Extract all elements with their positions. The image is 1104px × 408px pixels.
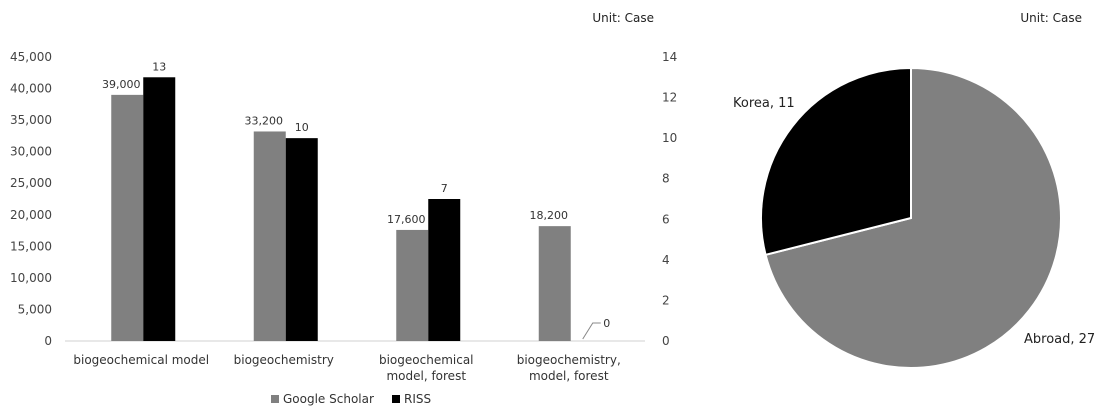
x-category-label: biogeochemical bbox=[379, 353, 474, 367]
y-left-tick-label: 45,000 bbox=[10, 50, 52, 64]
bar-riss bbox=[428, 199, 461, 341]
y-left-tick-label: 20,000 bbox=[10, 208, 52, 222]
y-right-tick-label: 14 bbox=[662, 50, 677, 64]
y-right-tick-label: 0 bbox=[662, 334, 670, 348]
data-label-google-scholar: 39,000 bbox=[102, 78, 141, 91]
pie-label-abroad: Abroad, 27 bbox=[1024, 332, 1095, 347]
y-right-tick-label: 4 bbox=[662, 253, 670, 267]
data-label-riss: 7 bbox=[441, 182, 448, 195]
pie-slice-abroad bbox=[764, 66, 1062, 369]
pie-slice-korea bbox=[760, 66, 912, 257]
x-category-label: biogeochemistry bbox=[234, 353, 334, 367]
data-label-google-scholar: 18,200 bbox=[530, 209, 569, 222]
bar-chart: Unit: Case 0 5,000 10,000 15,000 20,000 25,000… bbox=[10, 11, 677, 406]
legend-label-google-scholar: Google Scholar bbox=[283, 392, 374, 406]
x-category-label: model, forest bbox=[529, 369, 609, 383]
bar-unit-label: Unit: Case bbox=[592, 11, 654, 25]
legend-swatch-riss bbox=[392, 395, 400, 403]
bar-google-scholar bbox=[396, 229, 429, 341]
y-right-tick-label: 6 bbox=[662, 212, 670, 226]
x-category-label: biogeochemistry, bbox=[517, 353, 621, 367]
y-right-tick-label: 12 bbox=[662, 91, 677, 105]
pie-unit-label: Unit: Case bbox=[1020, 11, 1082, 25]
bar-riss bbox=[143, 77, 176, 342]
pie-label-korea: Korea, 11 bbox=[733, 96, 795, 111]
legend-label-riss: RISS bbox=[404, 392, 431, 406]
y-left-tick-label: 30,000 bbox=[10, 145, 52, 159]
bar-google-scholar bbox=[538, 226, 571, 341]
bar-riss bbox=[285, 138, 318, 341]
x-category-label: biogeochemical model bbox=[73, 353, 209, 367]
y-left-tick-label: 35,000 bbox=[10, 113, 52, 127]
data-label-google-scholar: 33,200 bbox=[245, 114, 284, 127]
data-label-riss: 0 bbox=[603, 317, 610, 330]
y-left-tick-label: 10,000 bbox=[10, 271, 52, 285]
y-left-tick-label: 40,000 bbox=[10, 82, 52, 96]
data-label-riss: 13 bbox=[152, 60, 166, 73]
data-label-riss: 10 bbox=[295, 121, 309, 134]
y-left-tick-label: 15,000 bbox=[10, 239, 52, 253]
y-right-tick-label: 8 bbox=[662, 172, 670, 186]
bar-google-scholar bbox=[253, 131, 286, 341]
y-left-tick-label: 25,000 bbox=[10, 176, 52, 190]
y-right-tick-label: 2 bbox=[662, 293, 670, 307]
data-label-leader-line bbox=[582, 322, 601, 340]
data-label-google-scholar: 17,600 bbox=[387, 213, 426, 226]
bar-google-scholar bbox=[111, 94, 144, 341]
x-category-label: model, forest bbox=[386, 369, 466, 383]
y-left-tick-label: 0 bbox=[44, 334, 52, 348]
y-left-tick-label: 5,000 bbox=[18, 302, 52, 316]
legend-swatch-google-scholar bbox=[271, 395, 279, 403]
y-right-tick-label: 10 bbox=[662, 131, 677, 145]
